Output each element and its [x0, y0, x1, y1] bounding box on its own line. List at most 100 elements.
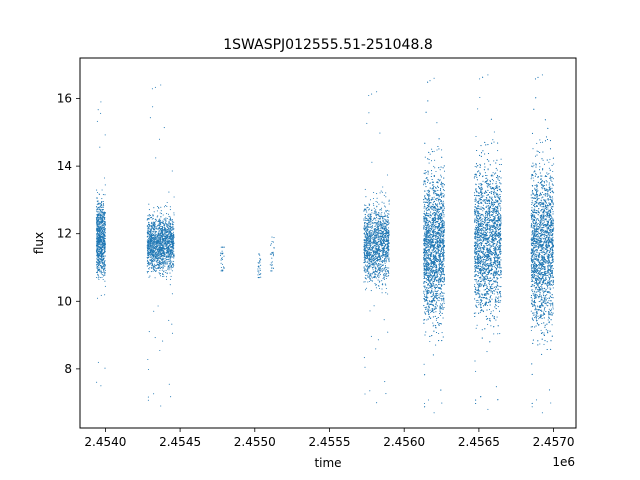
data-point [380, 209, 382, 211]
data-point [370, 247, 373, 249]
data-point [160, 256, 162, 258]
data-point [101, 206, 103, 208]
data-point [166, 248, 168, 250]
data-point [167, 230, 169, 232]
data-point [152, 255, 154, 257]
data-point [366, 261, 368, 263]
data-point [104, 251, 106, 253]
data-point [162, 275, 164, 278]
data-point [372, 197, 375, 200]
data-point [371, 224, 373, 226]
data-point [161, 259, 163, 261]
data-point [258, 253, 260, 255]
data-point [155, 235, 157, 237]
data-point [164, 248, 166, 250]
data-point [153, 225, 155, 227]
data-point [97, 253, 99, 255]
data-point [365, 246, 368, 248]
data-point [367, 250, 369, 252]
data-point [154, 238, 156, 241]
data-point [379, 268, 381, 270]
data-point [147, 358, 149, 361]
data-point [382, 227, 384, 229]
data-point [165, 204, 167, 207]
data-point [158, 230, 160, 232]
data-point [97, 200, 99, 202]
data-point [370, 254, 372, 256]
data-point [383, 259, 385, 261]
data-point [378, 287, 381, 290]
data-point [101, 232, 104, 234]
data-point [364, 366, 366, 368]
data-point [376, 214, 379, 216]
data-point [172, 221, 174, 223]
data-point [162, 221, 164, 223]
data-point [271, 265, 273, 267]
data-point [158, 237, 160, 239]
data-point [373, 265, 375, 267]
data-point [388, 222, 390, 225]
data-point [373, 204, 375, 206]
data-point [272, 251, 274, 253]
data-point [377, 285, 379, 287]
data-point [98, 264, 100, 266]
data-point [103, 240, 105, 242]
data-point [371, 257, 373, 259]
data-point [151, 255, 153, 257]
data-point [148, 214, 150, 216]
data-point [97, 213, 99, 215]
data-point [103, 218, 105, 220]
data-point [378, 203, 380, 205]
data-point [102, 215, 104, 217]
data-point [173, 250, 175, 252]
data-point [170, 268, 172, 270]
data-point [384, 238, 386, 240]
data-point [171, 270, 173, 272]
data-point [388, 234, 390, 236]
data-point [154, 257, 156, 260]
data-point [147, 270, 150, 273]
data-point [154, 86, 156, 88]
data-point [153, 239, 155, 241]
data-point [100, 221, 102, 223]
data-point [374, 213, 376, 215]
data-point [173, 242, 175, 244]
data-point [366, 237, 368, 240]
data-point [387, 219, 389, 221]
data-point [159, 254, 161, 256]
data-point [101, 220, 103, 222]
data-point [378, 212, 380, 214]
data-point [383, 268, 385, 270]
data-point [155, 228, 157, 230]
data-point [96, 219, 98, 221]
data-point [97, 254, 99, 256]
data-point [95, 249, 98, 251]
data-point [98, 244, 100, 246]
data-point [95, 250, 98, 252]
data-point [98, 240, 100, 242]
data-point [365, 210, 367, 212]
data-point [151, 262, 154, 264]
data-point [369, 230, 371, 232]
data-point [100, 222, 102, 224]
data-point [388, 267, 390, 269]
data-point [102, 271, 104, 274]
data-point [156, 245, 158, 247]
data-point [165, 223, 167, 225]
data-point [387, 254, 389, 256]
data-point [163, 127, 165, 129]
data-point [384, 257, 386, 260]
data-point [151, 226, 153, 228]
data-point [100, 225, 102, 227]
data-point [371, 267, 374, 269]
data-point [386, 215, 388, 217]
data-point [367, 213, 369, 215]
data-point [165, 259, 167, 261]
data-point [95, 276, 98, 279]
data-point [159, 245, 162, 247]
data-point [367, 276, 369, 279]
data-point [96, 253, 98, 255]
data-point [156, 252, 158, 254]
data-point [381, 226, 383, 228]
data-point [98, 227, 100, 229]
